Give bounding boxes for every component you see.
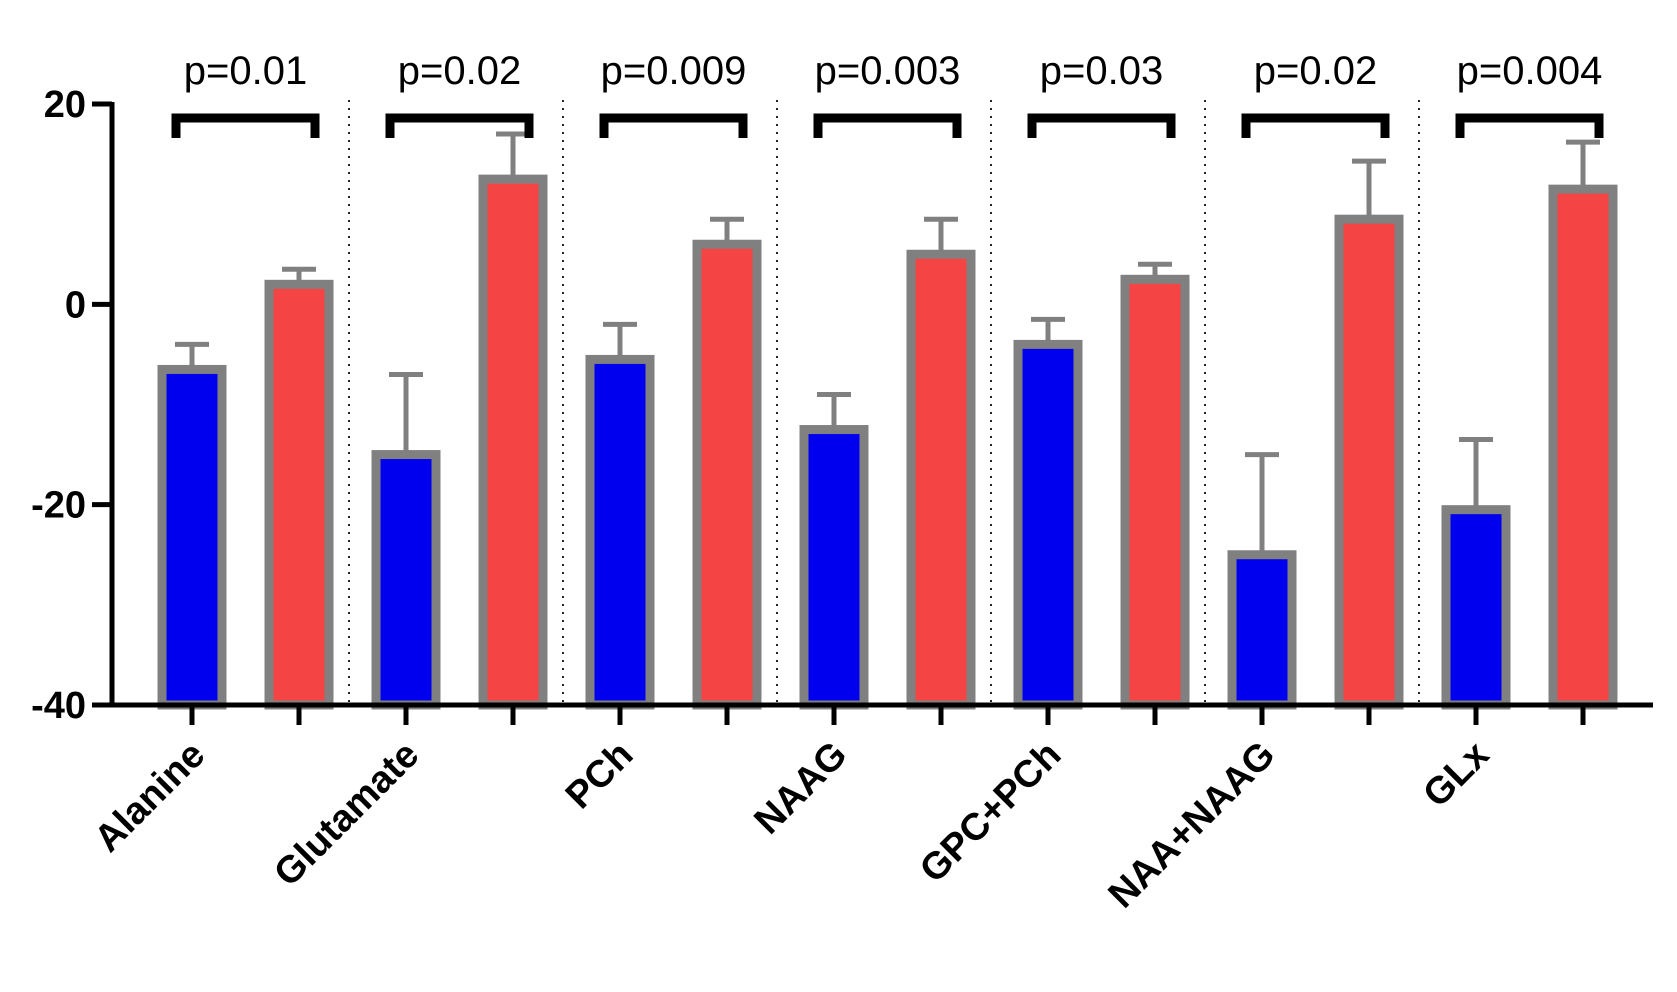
bar-gpc-pch-group-2 [1120, 274, 1190, 710]
bar-pch-group-2 [692, 239, 762, 710]
category-label: PCh [558, 734, 641, 817]
significance-bracket [813, 113, 962, 138]
significance-bracket [171, 113, 320, 138]
group-separators [348, 100, 1420, 705]
bar-naag-group-1 [799, 425, 869, 710]
p-value-label: p=0.02 [1254, 49, 1377, 93]
bar-alanine-group-1 [157, 364, 227, 710]
bar-glutamate-group-2 [478, 174, 548, 710]
significance-brackets [171, 113, 1604, 138]
p-value-label: p=0.004 [1457, 49, 1603, 93]
category-label: Glutamate [266, 734, 427, 895]
significance-bracket [599, 113, 748, 138]
p-value-label: p=0.03 [1040, 49, 1163, 93]
bar-naa-naag-group-2 [1334, 214, 1404, 710]
bar-naag-group-2 [906, 249, 976, 710]
p-value-label: p=0.009 [601, 49, 747, 93]
bars [157, 174, 1618, 710]
category-label: GPC+PCh [912, 734, 1069, 891]
bar-naa-naag-group-1 [1227, 550, 1297, 710]
error-bars [175, 131, 1600, 555]
bar-glutamate-group-1 [371, 450, 441, 710]
significance-bracket [1241, 113, 1390, 138]
bar-gpc-pch-group-1 [1013, 339, 1083, 710]
significance-bracket [1027, 113, 1176, 138]
p-value-label: p=0.02 [398, 49, 521, 93]
category-label: Alanine [87, 734, 214, 861]
bar-pch-group-1 [585, 354, 655, 710]
bar-glx-group-1 [1441, 505, 1511, 710]
y-tick-label: 20 [44, 84, 86, 126]
y-tick-label: -40 [31, 685, 86, 727]
bar-alanine-group-2 [264, 279, 334, 710]
significance-bracket [385, 113, 534, 138]
y-tick-label: 0 [65, 284, 86, 326]
axes: 20 0 -20 -40 [31, 84, 1653, 727]
category-label: GLx [1415, 734, 1497, 816]
p-value-label: p=0.003 [815, 49, 961, 93]
bar-glx-group-2 [1548, 184, 1618, 710]
category-label: NAA+NAAG [1101, 734, 1284, 917]
y-tick-label: -20 [31, 485, 86, 527]
significance-bracket [1455, 113, 1604, 138]
p-value-label: p=0.01 [184, 49, 307, 93]
category-label: NAAG [747, 734, 856, 843]
